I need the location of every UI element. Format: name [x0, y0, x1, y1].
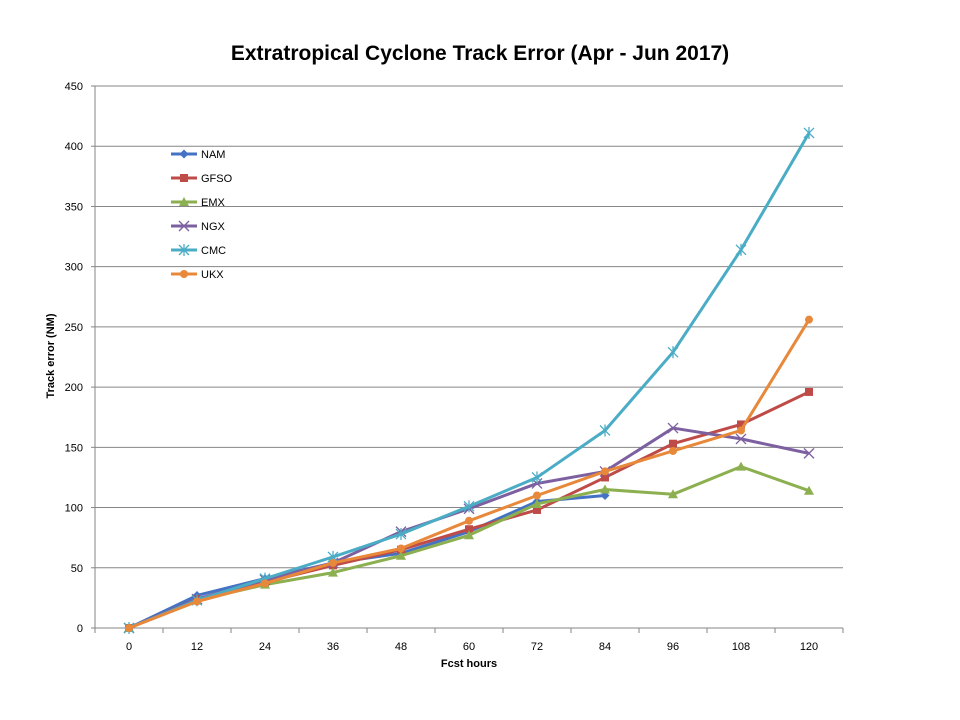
y-tick-label: 450 — [65, 81, 83, 93]
legend-label-ngx: NGX — [201, 221, 226, 233]
data-point-ukx — [193, 597, 201, 606]
y-tick-label: 100 — [65, 503, 83, 515]
series-line-cmc — [128, 132, 811, 630]
y-tick-label: 150 — [65, 442, 83, 454]
data-point-cmc — [599, 424, 611, 437]
legend-marker-ngx — [178, 220, 190, 232]
y-tick-label: 300 — [65, 262, 83, 274]
data-point-gfso — [669, 439, 677, 448]
legend-label-emx: EMX — [201, 197, 226, 209]
x-tick-label: 84 — [599, 641, 611, 653]
x-tick-label: 24 — [259, 641, 271, 653]
data-point-emx — [464, 530, 474, 540]
data-point-ukx — [329, 558, 337, 567]
data-point-emx — [328, 567, 338, 577]
legend-marker-cmc — [178, 244, 190, 256]
data-point-emx — [532, 498, 542, 508]
legend-item-gfso: GFSO — [171, 173, 233, 185]
data-point-cmc — [395, 528, 407, 541]
legend-item-emx: EMX — [171, 197, 226, 209]
y-tick-label: 250 — [65, 322, 83, 334]
legend-label-gfso: GFSO — [201, 173, 233, 185]
x-tick-label: 60 — [463, 641, 475, 653]
x-tick-label: 108 — [732, 641, 750, 653]
x-tick-label: 36 — [327, 641, 339, 653]
x-axis-label: Fcst hours — [440, 658, 498, 670]
data-point-emx — [396, 550, 406, 560]
series-line-ukx — [128, 318, 811, 630]
data-point-cmc — [463, 500, 475, 513]
legend-marker-nam — [179, 149, 189, 159]
data-point-ukx — [805, 315, 813, 324]
data-point-ukx — [397, 544, 405, 553]
legend-marker-gfso — [180, 174, 188, 182]
data-point-gfso — [737, 420, 745, 429]
x-tick-label: 0 — [126, 641, 132, 653]
data-point-gfso — [601, 473, 609, 482]
legend-label-ukx: UKX — [201, 269, 224, 281]
data-point-emx — [804, 485, 814, 495]
legend-label-nam: NAM — [201, 149, 225, 161]
data-point-gfso — [805, 387, 813, 396]
data-point-cmc — [735, 243, 747, 256]
series-ukx — [125, 315, 813, 632]
series-cmc — [123, 126, 815, 634]
series-emx — [124, 461, 814, 632]
data-point-ukx — [737, 426, 745, 435]
data-point-ngx — [667, 422, 679, 434]
x-tick-label: 12 — [191, 641, 203, 653]
data-point-ukx — [669, 446, 677, 455]
data-point-ukx — [261, 579, 269, 588]
series-line-emx — [128, 465, 810, 630]
legend-marker-emx — [179, 197, 189, 206]
series-line-nam — [128, 494, 606, 630]
data-point-ukx — [125, 624, 133, 632]
data-point-ukx — [533, 491, 541, 500]
legend: NAM GFSO EMX NGX CMC UKX — [171, 149, 233, 281]
data-point-emx — [600, 484, 610, 494]
chart-title: Extratropical Cyclone Track Error (Apr -… — [230, 42, 730, 65]
legend-item-nam: NAM — [171, 149, 225, 161]
data-point-cmc — [531, 471, 543, 484]
y-tick-label: 400 — [65, 141, 83, 153]
legend-marker-ukx — [180, 270, 188, 278]
x-tick-label: 120 — [800, 641, 818, 653]
data-point-cmc — [803, 126, 815, 139]
y-tick-label: 0 — [77, 623, 83, 635]
data-point-ngx — [735, 433, 747, 445]
y-axis-label: Track error (NM) — [45, 313, 57, 399]
data-point-ukx — [601, 467, 609, 476]
data-point-cmc — [667, 346, 679, 359]
y-tick-label: 350 — [65, 201, 83, 213]
x-tick-label: 72 — [531, 641, 543, 653]
x-tick-label: 48 — [395, 641, 407, 653]
legend-item-cmc: CMC — [171, 244, 226, 257]
gridlines: 0 50 100 150 200 250 300 350 400 450 — [65, 81, 843, 635]
data-point-ukx — [465, 516, 473, 525]
data-point-emx — [736, 461, 746, 471]
data-point-gfso — [465, 525, 473, 534]
legend-label-cmc: CMC — [201, 245, 226, 257]
x-tick-label: 96 — [667, 641, 679, 653]
y-tick-label: 50 — [71, 563, 83, 575]
legend-item-ukx: UKX — [171, 269, 224, 281]
legend-item-ngx: NGX — [171, 220, 226, 233]
data-point-gfso — [533, 505, 541, 514]
data-point-ngx — [803, 447, 815, 459]
y-tick-label: 200 — [65, 382, 83, 394]
data-point-emx — [668, 489, 678, 499]
